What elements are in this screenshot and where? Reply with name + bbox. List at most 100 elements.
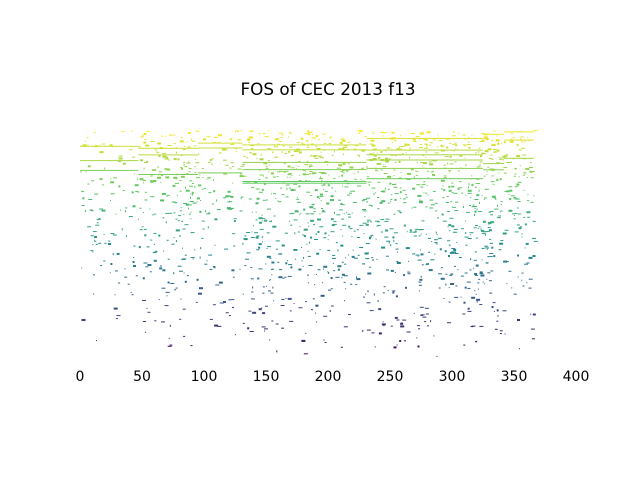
- data-point: [143, 228, 147, 230]
- data-point: [275, 198, 277, 200]
- data-point: [479, 140, 483, 142]
- data-point: [495, 198, 497, 200]
- data-point: [425, 156, 427, 158]
- data-point: [383, 164, 385, 166]
- data-point: [442, 185, 444, 187]
- data-point: [280, 136, 283, 138]
- data-point: [418, 284, 422, 286]
- data-point: [413, 235, 417, 237]
- data-point: [491, 195, 496, 198]
- data-point: [369, 237, 371, 240]
- data-point: [263, 182, 266, 185]
- data-point: [400, 135, 402, 137]
- data-point: [235, 148, 238, 150]
- x-tick-label: 400: [563, 369, 590, 385]
- data-point: [92, 251, 94, 253]
- data-point: [441, 213, 444, 216]
- data-point: [370, 221, 372, 223]
- data-point: [467, 238, 472, 239]
- data-point: [432, 139, 436, 141]
- data-point: [474, 199, 479, 200]
- data-point: [182, 247, 183, 249]
- data-point: [232, 233, 236, 235]
- data-point: [420, 249, 421, 251]
- data-point: [362, 222, 367, 224]
- data-point: [465, 244, 468, 246]
- data-point: [143, 133, 147, 136]
- data-point: [308, 131, 313, 133]
- data-point: [262, 286, 265, 288]
- data-point: [315, 155, 319, 157]
- data-point: [400, 146, 405, 147]
- data-point: [478, 211, 483, 212]
- data-point: [430, 142, 433, 144]
- data-point: [158, 171, 162, 173]
- data-point: [80, 170, 82, 173]
- data-point: [368, 204, 372, 206]
- data-point: [525, 167, 530, 170]
- data-point: [492, 183, 494, 185]
- data-point: [299, 226, 301, 228]
- data-point: [444, 175, 447, 177]
- data-point: [330, 305, 334, 307]
- data-point: [231, 166, 234, 167]
- data-point: [168, 337, 170, 339]
- data-point: [143, 182, 144, 184]
- data-point: [419, 306, 424, 308]
- data-point: [87, 165, 91, 168]
- data-point: [359, 142, 362, 144]
- data-point: [247, 327, 250, 330]
- data-point: [450, 201, 453, 203]
- data-point: [250, 131, 253, 133]
- data-point: [283, 163, 286, 165]
- data-point: [180, 206, 182, 208]
- data-point: [509, 140, 514, 143]
- data-point: [250, 267, 253, 268]
- data-point: [201, 237, 204, 239]
- data-point: [346, 183, 350, 185]
- data-point: [348, 216, 351, 218]
- data-point: [300, 212, 302, 214]
- data-point: [349, 192, 352, 194]
- data-point: [378, 332, 382, 335]
- data-point: [146, 307, 148, 309]
- data-point: [489, 292, 493, 294]
- data-point: [157, 142, 162, 145]
- data-point: [330, 136, 332, 139]
- data-point: [463, 344, 466, 346]
- data-point: [459, 187, 463, 189]
- data-point: [110, 233, 115, 235]
- data-point: [187, 146, 192, 148]
- data-point: [321, 282, 323, 284]
- data-point: [173, 158, 177, 161]
- data-point: [175, 240, 177, 243]
- data-point: [393, 186, 398, 188]
- data-point: [94, 240, 97, 242]
- data-point: [169, 344, 173, 346]
- data-point: [516, 155, 521, 158]
- data-point: [118, 282, 121, 284]
- data-point: [101, 184, 104, 186]
- data-point: [474, 225, 478, 226]
- data-run: [366, 178, 484, 180]
- data-point: [179, 270, 183, 272]
- data-point: [282, 277, 285, 279]
- data-point: [526, 282, 528, 284]
- data-point: [350, 283, 353, 285]
- data-point: [391, 148, 393, 150]
- data-point: [453, 150, 455, 152]
- data-point: [114, 270, 118, 272]
- data-point: [449, 142, 452, 144]
- data-point: [449, 155, 452, 158]
- data-point: [272, 225, 277, 228]
- data-point: [490, 154, 493, 156]
- data-point: [476, 208, 478, 211]
- data-point: [225, 195, 230, 198]
- data-point: [199, 287, 203, 290]
- data-point: [447, 240, 451, 242]
- data-point: [255, 236, 259, 239]
- data-point: [426, 185, 428, 187]
- data-point: [179, 140, 184, 143]
- data-point: [392, 141, 393, 143]
- data-point: [419, 138, 421, 140]
